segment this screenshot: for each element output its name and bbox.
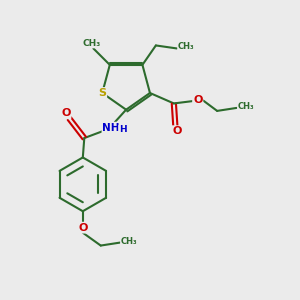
Text: O: O [61, 108, 70, 118]
Text: O: O [172, 126, 182, 136]
Text: CH₃: CH₃ [238, 102, 254, 111]
Text: CH₃: CH₃ [121, 237, 137, 246]
Text: S: S [98, 88, 106, 98]
Text: H: H [119, 125, 126, 134]
Text: NH: NH [102, 123, 120, 133]
Text: O: O [193, 95, 203, 106]
Text: CH₃: CH₃ [83, 39, 101, 48]
Text: O: O [78, 223, 88, 232]
Text: CH₃: CH₃ [178, 42, 195, 51]
